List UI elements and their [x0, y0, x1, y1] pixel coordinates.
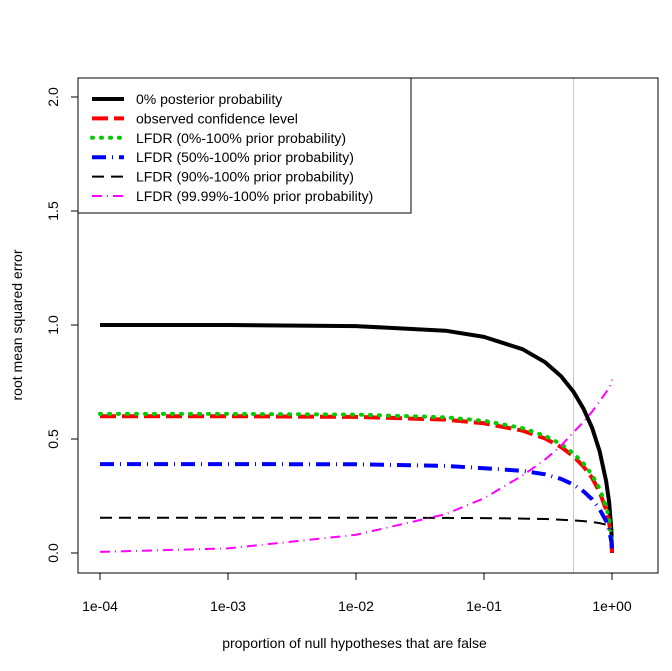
x-tick-label: 1e-03 — [210, 598, 246, 614]
series-line-1 — [100, 323, 614, 554]
legend: 0% posterior probability observed confide… — [77, 77, 412, 214]
x-tick-label: 1e-04 — [82, 598, 118, 614]
x-axis: 1e-04 1e-03 1e-02 1e-01 1e+00 — [82, 572, 632, 614]
y-tick-label: 0.5 — [45, 429, 61, 449]
x-tick-label: 1e-01 — [466, 598, 502, 614]
legend-label-6: LFDR (99.99%-100% prior probability) — [136, 188, 373, 204]
legend-label-5: LFDR (90%-100% prior probability) — [136, 169, 354, 185]
y-tick-label: 1.0 — [45, 315, 61, 335]
x-axis-label: proportion of null hypotheses that are f… — [222, 635, 487, 651]
legend-box — [77, 77, 412, 214]
x-tick-label: 1e+00 — [592, 598, 632, 614]
y-axis-label: root mean squared error — [9, 249, 25, 400]
y-axis: 0.0 0.5 1.0 1.5 2.0 — [45, 87, 79, 563]
series-line-3 — [98, 411, 614, 549]
x-tick-label: 1e-02 — [338, 598, 374, 614]
legend-label-4: LFDR (50%-100% prior probability) — [136, 149, 354, 165]
legend-label-2: observed confidence level — [136, 110, 298, 126]
y-tick-label: 1.5 — [45, 201, 61, 221]
y-tick-label: 2.0 — [45, 87, 61, 107]
legend-label-3: LFDR (0%-100% prior probability) — [136, 130, 346, 146]
y-tick-label: 0.0 — [45, 543, 61, 563]
series-line-5 — [100, 516, 613, 531]
legend-label-1: 0% posterior probability — [136, 91, 282, 107]
plot-area — [98, 78, 614, 573]
series-line-4 — [100, 462, 614, 549]
series-line-2 — [100, 414, 614, 554]
series-line-6 — [99, 379, 613, 553]
